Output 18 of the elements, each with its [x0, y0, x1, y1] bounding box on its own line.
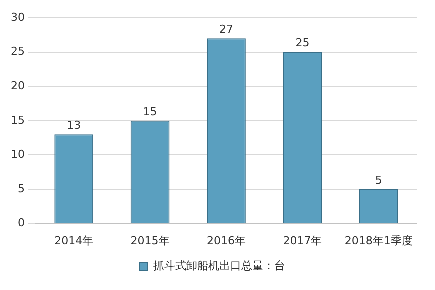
x-tick-label: 2018年1季度	[344, 234, 413, 248]
y-tick-label: 0	[18, 216, 25, 230]
x-tick-label: 2015年	[130, 234, 170, 248]
x-tick-label: 2017年	[283, 234, 322, 248]
data-label: 15	[143, 105, 158, 118]
y-tick-label: 15	[10, 114, 25, 127]
y-tick-label: 30	[10, 10, 25, 24]
y-tick-label: 5	[18, 182, 25, 196]
y-tick-label: 20	[10, 79, 25, 92]
data-label: 13	[67, 118, 82, 132]
legend-label: 抓斗式卸船机出口总量：台	[153, 259, 286, 272]
x-tick-label: 2016年	[207, 234, 246, 248]
x-tick-label: 2014年	[54, 234, 94, 248]
data-label: 27	[220, 22, 234, 36]
data-label: 5	[375, 174, 382, 187]
data-label: 25	[296, 36, 310, 50]
y-tick-label: 10	[10, 148, 25, 162]
y-tick-label: 25	[10, 45, 25, 58]
